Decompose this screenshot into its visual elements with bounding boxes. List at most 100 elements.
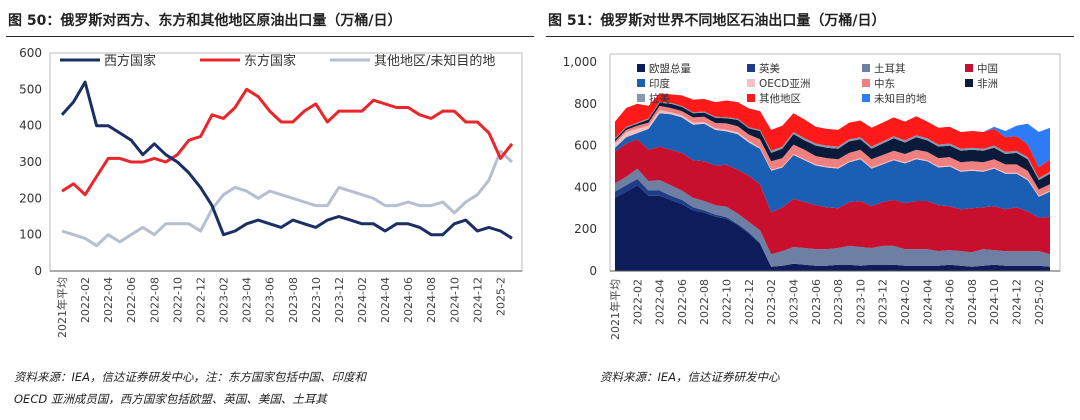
x-tick-label: 2022-08 bbox=[148, 277, 161, 323]
y-tick-label: 400 bbox=[19, 119, 42, 133]
plot-frame bbox=[49, 52, 523, 272]
x-tick-label: 2023-04 bbox=[787, 279, 800, 325]
figure-51-chart: 0 200 400 600 800 1,000 2021年平均 2022-02 2022-04 2… bbox=[563, 53, 1061, 340]
legend-label: 东方国家 bbox=[244, 53, 296, 69]
x-tick-label: 2021年平均 bbox=[55, 277, 69, 338]
x-tick-label: 2022-10 bbox=[171, 277, 184, 323]
legend-label: 英美 bbox=[759, 62, 780, 75]
legend-swatch bbox=[637, 79, 645, 87]
y-tick-label: 100 bbox=[19, 228, 42, 242]
legend-label: 欧盟总量 bbox=[649, 62, 691, 75]
legend-label: 土耳其 bbox=[874, 62, 906, 75]
x-tick-label: 2024-04 bbox=[379, 277, 392, 323]
x-tick-label: 2022-06 bbox=[676, 279, 689, 325]
figure-50-title: 图 50：俄罗斯对西方、东方和其他地区原油出口量（万桶/日） bbox=[8, 13, 402, 29]
y-tick-label: 200 bbox=[19, 191, 42, 205]
y-tick-label: 0 bbox=[34, 264, 42, 278]
x-tick-label: 2024-10 bbox=[988, 279, 1001, 325]
figure-51-title-rule bbox=[546, 36, 1074, 37]
figure-50-source: 资料来源：IEA，信达证券研发中心，注：东方国家包括中国、印度和 OECD 亚洲… bbox=[14, 366, 534, 410]
legend-swatch bbox=[747, 94, 755, 102]
legend-swatch bbox=[637, 64, 645, 72]
x-tick-label: 2022-02 bbox=[79, 277, 92, 323]
x-tick-label: 2023-02 bbox=[218, 277, 231, 323]
area-band bbox=[615, 93, 1050, 178]
x-tick-label: 2023-12 bbox=[333, 277, 346, 323]
area-band bbox=[615, 168, 1050, 267]
x-tick-label: 2023-08 bbox=[832, 279, 845, 325]
x-tick-label: 2022-02 bbox=[631, 279, 644, 325]
figure-50-title-rule bbox=[6, 36, 534, 37]
x-tick-label: 2024-12 bbox=[471, 277, 484, 323]
y-tick-label: 1,000 bbox=[563, 55, 597, 69]
x-tick-label: 2024-04 bbox=[921, 279, 934, 325]
x-tick-label: 2024-02 bbox=[356, 277, 369, 323]
x-tick-label: 2021年平均 bbox=[608, 279, 622, 340]
legend-label: 西方国家 bbox=[104, 53, 156, 69]
x-tick-label: 2025-2 bbox=[494, 277, 507, 316]
x-tick-label: 2023-06 bbox=[264, 277, 277, 323]
legend-label: OECD亚洲 bbox=[759, 78, 810, 90]
x-tick-label: 2023-02 bbox=[765, 279, 778, 325]
figure-50-source-line-1: 资料来源：IEA，信达证券研发中心，注：东方国家包括中国、印度和 bbox=[14, 370, 367, 384]
figure-50-panel: 图 50：俄罗斯对西方、东方和其他地区原油出口量（万桶/日） 0 100 200 30… bbox=[6, 13, 534, 410]
y-tick-label: 500 bbox=[19, 82, 42, 96]
x-tick-label: 2024-06 bbox=[944, 279, 957, 325]
series-line bbox=[61, 87, 514, 197]
y-tick-label: 600 bbox=[19, 46, 42, 60]
x-tick-label: 2024-10 bbox=[448, 277, 461, 323]
x-tick-label: 2024-08 bbox=[966, 279, 979, 325]
legend-swatch bbox=[965, 64, 973, 72]
y-tick-label: 800 bbox=[574, 97, 597, 111]
legend-swatch bbox=[965, 79, 973, 87]
legend-label: 其他地区/未知目的地 bbox=[374, 53, 495, 69]
y-tick-label: 400 bbox=[574, 180, 597, 194]
area-band bbox=[615, 105, 1050, 196]
x-tick-label: 2022-10 bbox=[721, 279, 734, 325]
figure-51-source: 资料来源：IEA，信达证券研发中心 bbox=[600, 366, 780, 388]
legend-swatch bbox=[747, 64, 755, 72]
figure-51-source-line-1: 资料来源：IEA，信达证券研发中心 bbox=[600, 370, 780, 384]
legend-label: 其他地区 bbox=[759, 92, 801, 105]
figure-50-chart: 0 100 200 300 400 500 600 2021年平均 2022-02 2022-04… bbox=[19, 46, 523, 338]
figure-51-panel: 图 51：俄罗斯对世界不同地区石油出口量（万桶/日） 0 200 400 600 800… bbox=[540, 0, 1080, 420]
series-line bbox=[61, 149, 514, 248]
legend-label: 印度 bbox=[649, 77, 670, 90]
legend-label: 非洲 bbox=[977, 78, 998, 90]
x-tick-label: 2024-08 bbox=[425, 277, 438, 323]
y-tick-label: 200 bbox=[574, 222, 597, 236]
x-tick-label: 2023-12 bbox=[877, 279, 890, 325]
x-tick-label: 2024-06 bbox=[402, 277, 415, 323]
legend-label: 中国 bbox=[977, 62, 998, 75]
legend-label: 拉美 bbox=[649, 92, 670, 105]
legend-swatch bbox=[862, 64, 870, 72]
x-tick-label: 2023-10 bbox=[310, 277, 323, 323]
x-tick-label: 2022-12 bbox=[194, 277, 207, 323]
x-tick-label: 2025-02 bbox=[1033, 279, 1046, 325]
legend-label: 中东 bbox=[874, 77, 895, 90]
x-tick-label: 2024-12 bbox=[1011, 279, 1024, 325]
x-tick-label: 2022-08 bbox=[698, 279, 711, 325]
y-tick-label: 0 bbox=[589, 264, 597, 278]
x-tick-label: 2023-06 bbox=[810, 279, 823, 325]
area-band bbox=[615, 139, 1050, 255]
x-tick-label: 2022-04 bbox=[102, 277, 115, 323]
legend-swatch bbox=[862, 94, 870, 102]
y-tick-label: 600 bbox=[574, 139, 597, 153]
legend-swatch bbox=[637, 94, 645, 102]
x-tick-label: 2023-10 bbox=[854, 279, 867, 325]
y-tick-label: 300 bbox=[19, 155, 42, 169]
x-tick-label: 2023-04 bbox=[241, 277, 254, 323]
legend-swatch bbox=[862, 79, 870, 87]
x-tick-label: 2024-02 bbox=[899, 279, 912, 325]
area-band bbox=[615, 113, 1050, 218]
series-line bbox=[60, 80, 513, 240]
area-band bbox=[615, 185, 1050, 271]
figure-50-source-line-2: OECD 亚洲成员国，西方国家包括欧盟、英国、美国、土耳其 bbox=[14, 392, 327, 406]
legend-label: 未知目的地 bbox=[874, 92, 927, 105]
x-tick-label: 2022-12 bbox=[743, 279, 756, 325]
x-tick-label: 2022-04 bbox=[654, 279, 667, 325]
legend-swatch bbox=[747, 79, 755, 87]
figure-51-title: 图 51：俄罗斯对世界不同地区石油出口量（万桶/日） bbox=[548, 13, 886, 29]
x-tick-label: 2023-08 bbox=[287, 277, 300, 323]
